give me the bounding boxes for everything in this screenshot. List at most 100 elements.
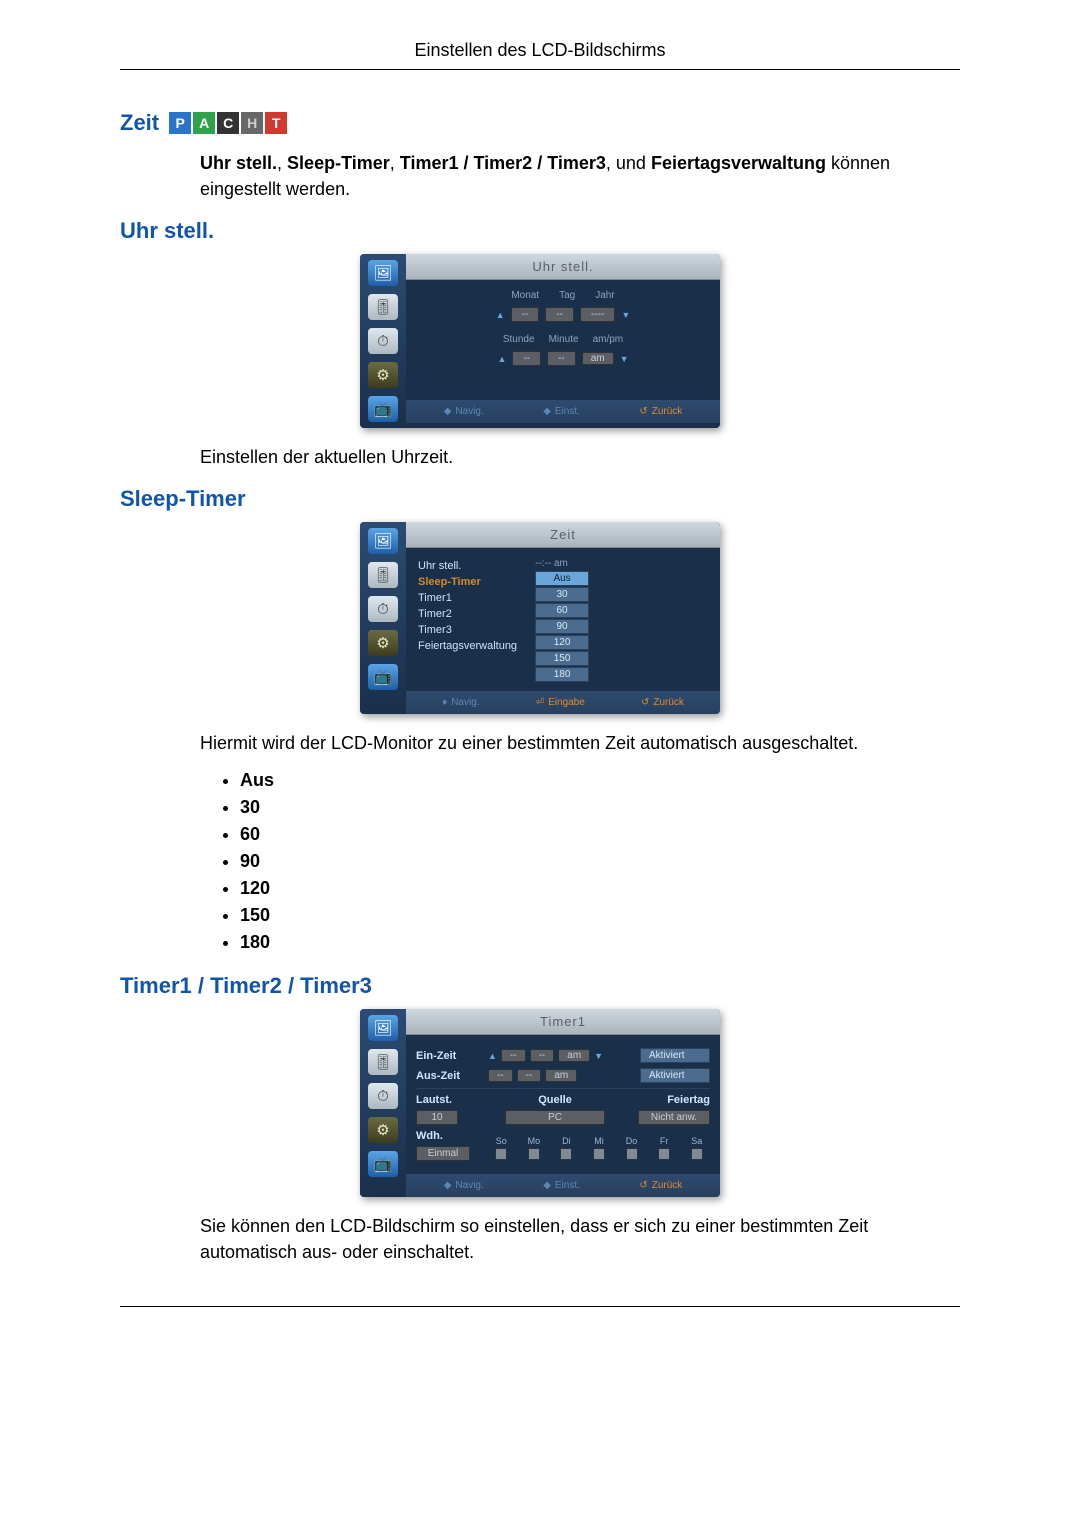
sleep-menu-item[interactable]: Timer2 — [418, 606, 517, 622]
osd-rail: 🖼 🎚 ⏱ ⚙ 📺 — [360, 254, 406, 428]
timers-desc: Sie können den LCD-Bildschirm so einstel… — [200, 1213, 960, 1265]
sleep-doc-item: 30 — [240, 797, 960, 818]
osd-timer1: 🖼🎚⏱⚙📺 Timer1 Ein-Zeit -- -- am Aktiviert — [360, 1009, 720, 1197]
badge-t: T — [265, 112, 287, 134]
rail-icon[interactable]: 🎚 — [368, 294, 398, 320]
val-jahr[interactable]: ---- — [580, 307, 615, 322]
sleep-option[interactable]: 60 — [535, 603, 589, 618]
rail-icon[interactable]: ⚙ — [368, 362, 398, 388]
sleep-heading: Sleep-Timer — [120, 486, 960, 512]
rail-icon[interactable]: 🖼 — [368, 528, 398, 554]
sleep-menu-list: Uhr stell.Sleep-TimerTimer1Timer2Timer3F… — [418, 558, 517, 683]
val-quelle[interactable]: PC — [505, 1110, 605, 1125]
lbl-stunde: Stunde — [503, 334, 535, 345]
day-cell[interactable]: Sa — [683, 1136, 710, 1160]
sleep-menu-item[interactable]: Timer3 — [418, 622, 517, 638]
sleep-doc-item: 60 — [240, 824, 960, 845]
rail-icon[interactable]: 🖼 — [368, 1015, 398, 1041]
ein-aktiviert[interactable]: Aktiviert — [640, 1048, 710, 1063]
sleep-doc-item: Aus — [240, 770, 960, 791]
ein-m[interactable]: -- — [530, 1049, 555, 1062]
osd-uhr-title: Uhr stell. — [406, 254, 720, 280]
zeit-badges: P A C H T — [169, 112, 287, 134]
sleep-options-list: Aus306090120150180 — [535, 571, 708, 682]
day-cell[interactable]: Mo — [521, 1136, 548, 1160]
day-cell[interactable]: Do — [618, 1136, 645, 1160]
sleep-time-readout: --:-- am — [535, 558, 708, 569]
sleep-doc-item: 120 — [240, 878, 960, 899]
lbl-lautst: Lautst. — [416, 1094, 480, 1106]
sleep-menu-item[interactable]: Feiertagsverwaltung — [418, 638, 517, 654]
val-feiertag[interactable]: Nicht anw. — [638, 1110, 710, 1125]
sleep-doc-item: 150 — [240, 905, 960, 926]
rail-icon[interactable]: 🎚 — [368, 1049, 398, 1075]
lbl-auszeit: Aus-Zeit — [416, 1070, 480, 1082]
sleep-option[interactable]: Aus — [535, 571, 589, 586]
lbl-monat: Monat — [511, 290, 539, 301]
intro-a: Uhr stell. — [200, 153, 277, 173]
osd-sleep: 🖼🎚⏱⚙📺 Zeit Uhr stell.Sleep-TimerTimer1Ti… — [360, 522, 720, 714]
osd-uhr: 🖼🎚⏱⚙📺 Uhr stell. Monat Tag Jahr -- -- - — [360, 254, 720, 428]
badge-c: C — [217, 112, 239, 134]
lbl-ampm: am/pm — [593, 334, 624, 345]
day-cell[interactable]: Fr — [651, 1136, 678, 1160]
val-wdh[interactable]: Einmal — [416, 1146, 470, 1161]
ein-h[interactable]: -- — [501, 1049, 526, 1062]
rail-icon[interactable]: 🎚 — [368, 562, 398, 588]
sleep-menu-item[interactable]: Timer1 — [418, 590, 517, 606]
val-minute[interactable]: -- — [547, 351, 576, 366]
badge-a: A — [193, 112, 215, 134]
aus-aktiviert[interactable]: Aktiviert — [640, 1068, 710, 1083]
rail-icon[interactable]: ⏱ — [368, 328, 398, 354]
sleep-option[interactable]: 150 — [535, 651, 589, 666]
uhr-heading: Uhr stell. — [120, 218, 960, 244]
sleep-desc: Hiermit wird der LCD-Monitor zu einer be… — [200, 730, 960, 756]
rail-icon[interactable]: 📺 — [368, 1151, 398, 1177]
timers-heading: Timer1 / Timer2 / Timer3 — [120, 973, 960, 999]
rail-icon[interactable]: 📺 — [368, 396, 398, 422]
intro-c: Timer1 / Timer2 / Timer3 — [400, 153, 606, 173]
lbl-feiertag: Feiertag — [667, 1094, 710, 1106]
sleep-menu-item[interactable]: Uhr stell. — [418, 558, 517, 574]
sleep-option[interactable]: 30 — [535, 587, 589, 602]
rail-icon[interactable]: 🖼 — [368, 260, 398, 286]
rail-icon[interactable]: ⚙ — [368, 630, 398, 656]
aus-h[interactable]: -- — [488, 1069, 513, 1082]
day-cell[interactable]: Di — [553, 1136, 580, 1160]
val-lautst[interactable]: 10 — [416, 1110, 458, 1125]
aus-m[interactable]: -- — [517, 1069, 542, 1082]
rail-icon[interactable]: ⚙ — [368, 1117, 398, 1143]
section-zeit-head: Zeit P A C H T — [120, 110, 960, 136]
rail-icon[interactable]: 📺 — [368, 664, 398, 690]
ein-ap[interactable]: am — [558, 1049, 590, 1062]
lbl-jahr: Jahr — [595, 290, 614, 301]
uhr-desc: Einstellen der aktuellen Uhrzeit. — [200, 444, 960, 470]
sleep-menu-item[interactable]: Sleep-Timer — [418, 574, 517, 590]
sleep-option[interactable]: 90 — [535, 619, 589, 634]
val-tag[interactable]: -- — [545, 307, 574, 322]
lbl-einzeit: Ein-Zeit — [416, 1050, 480, 1062]
day-cell[interactable]: Mi — [586, 1136, 613, 1160]
osd-rail: 🖼 🎚 ⏱ ⚙ 📺 — [360, 522, 406, 714]
badge-h: H — [241, 112, 263, 134]
divider-bottom — [120, 1306, 960, 1307]
lbl-quelle: Quelle — [538, 1094, 572, 1106]
sleep-option[interactable]: 120 — [535, 635, 589, 650]
val-ampm[interactable]: am — [582, 352, 614, 365]
lbl-minute: Minute — [549, 334, 579, 345]
val-monat[interactable]: -- — [511, 307, 540, 322]
page-title: Einstellen des LCD-Bildschirms — [120, 40, 960, 61]
lbl-wdh: Wdh. — [416, 1130, 480, 1142]
sleep-option[interactable]: 180 — [535, 667, 589, 682]
sleep-doc-options: Aus306090120150180 — [220, 770, 960, 953]
zeit-intro: Uhr stell., Sleep-Timer, Timer1 / Timer2… — [200, 150, 960, 202]
val-stunde[interactable]: -- — [512, 351, 541, 366]
rail-icon[interactable]: ⏱ — [368, 1083, 398, 1109]
sleep-doc-item: 180 — [240, 932, 960, 953]
day-cell[interactable]: So — [488, 1136, 515, 1160]
rail-icon[interactable]: ⏱ — [368, 596, 398, 622]
aus-ap[interactable]: am — [545, 1069, 577, 1082]
osd-foot: ◆ Navig. ◆ Einst. ↺ Zurück — [406, 400, 720, 423]
osd-sleep-title: Zeit — [406, 522, 720, 548]
lbl-tag: Tag — [559, 290, 575, 301]
